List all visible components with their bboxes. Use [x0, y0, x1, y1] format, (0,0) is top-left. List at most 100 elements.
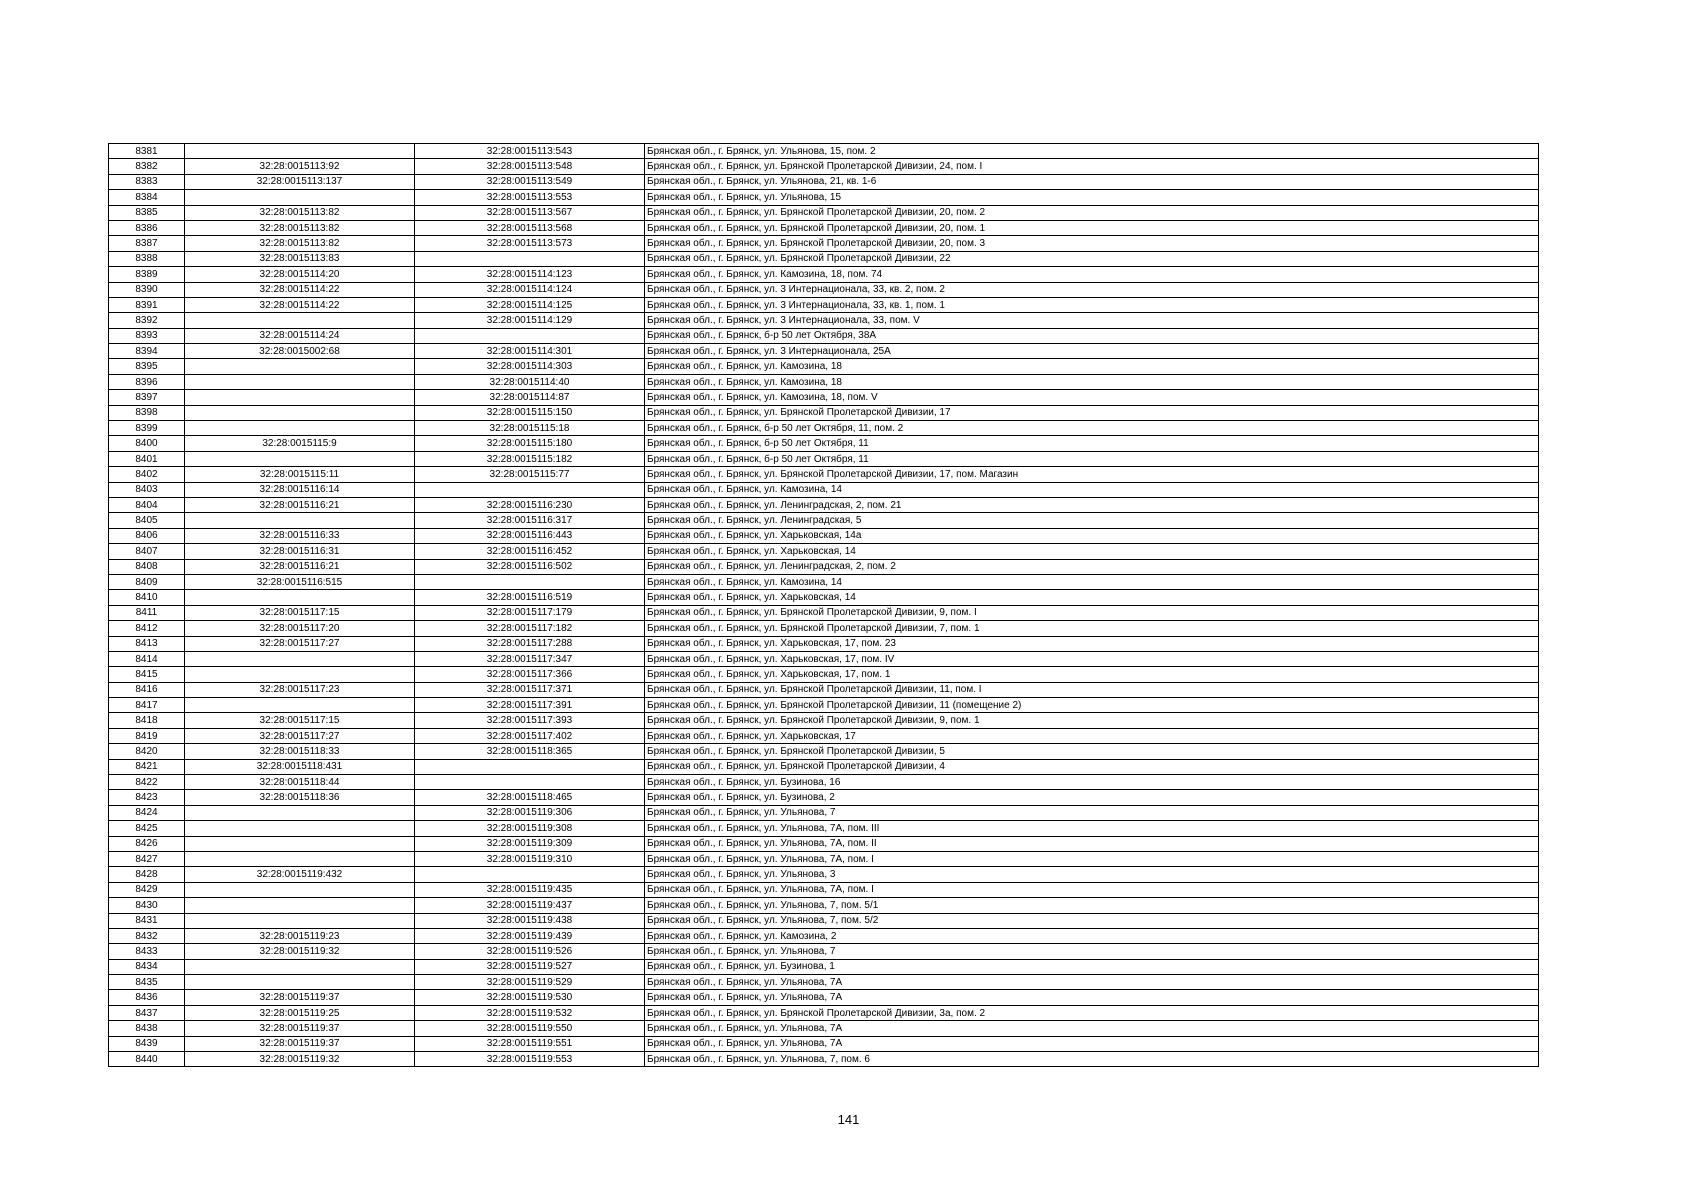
building-cadastral-number-cell	[184, 650, 415, 668]
table-row: 8430 32:28:0015119:437 Брянская обл., г. Б…	[108, 897, 1539, 914]
premises-cadastral-number-cell	[414, 866, 645, 883]
table-row: 8429 32:28:0015119:435 Брянская обл., г. Б…	[108, 881, 1539, 899]
address-cell: Брянская обл., г. Брянск, б-р 50 лет Окт…	[644, 420, 1539, 437]
premises-cadastral-number-cell: 32:28:0015113:553	[414, 189, 645, 206]
table-row: 8418 32:28:0015117:15 32:28:0015117:393 Бря…	[108, 712, 1539, 729]
table-row: 8431 32:28:0015119:438 Брянская обл., г. Б…	[108, 912, 1539, 929]
premises-cadastral-number-cell: 32:28:0015115:182	[414, 450, 645, 468]
row-number-cell: 8383	[108, 173, 185, 191]
premises-cadastral-number-cell: 32:28:0015114:129	[414, 312, 645, 329]
building-cadastral-number-cell	[184, 912, 415, 929]
address-cell: Брянская обл., г. Брянск, ул. Ульянова, …	[644, 804, 1539, 822]
table-row: 8386 32:28:0015113:82 32:28:0015113:568 Бря…	[108, 219, 1539, 237]
building-cadastral-number-cell: 32:28:0015114:20	[184, 266, 415, 283]
premises-cadastral-number-cell: 32:28:0015117:391	[414, 697, 645, 714]
premises-cadastral-number-cell: 32:28:0015119:439	[414, 927, 645, 945]
table-row: 8388 32:28:0015113:83 Брянская обл., г. Бр…	[108, 250, 1539, 268]
premises-cadastral-number-cell: 32:28:0015113:549	[414, 173, 645, 191]
building-cadastral-number-cell: 32:28:0015117:15	[184, 712, 415, 729]
table-row: 8433 32:28:0015119:32 32:28:0015119:526 Бря…	[108, 943, 1539, 960]
building-cadastral-number-cell	[184, 389, 415, 406]
address-cell: Брянская обл., г. Брянск, ул. Ленинградс…	[644, 558, 1539, 575]
building-cadastral-number-cell: 32:28:0015114:22	[184, 281, 415, 298]
table-row: 8428 32:28:0015119:432 Брянская обл., г. Б…	[108, 866, 1539, 883]
building-cadastral-number-cell: 32:28:0015119:37	[184, 1035, 415, 1053]
row-number-cell: 8406	[108, 527, 185, 545]
premises-cadastral-number-cell: 32:28:0015113:543	[414, 142, 645, 160]
address-cell: Брянская обл., г. Брянск, ул. Брянской П…	[644, 250, 1539, 268]
table-row: 8405 32:28:0015116:317 Брянская обл., г. Б…	[108, 512, 1539, 529]
premises-cadastral-number-cell	[414, 573, 645, 591]
premises-cadastral-number-cell: 32:28:0015119:550	[414, 1020, 645, 1037]
premises-cadastral-number-cell: 32:28:0015119:526	[414, 943, 645, 960]
row-number-cell: 8416	[108, 681, 185, 699]
page-number: 141	[837, 1112, 860, 1127]
premises-cadastral-number-cell: 32:28:0015117:366	[414, 666, 645, 683]
table-row: 8391 32:28:0015114:22 32:28:0015114:125 Бря…	[108, 296, 1539, 314]
row-number-cell: 8399	[108, 420, 185, 437]
address-cell: Брянская обл., г. Брянск, ул. Ульянова, …	[644, 1051, 1539, 1068]
address-cell: Брянская обл., г. Брянск, ул. Ульянова, …	[644, 835, 1539, 852]
table-row: 8412 32:28:0015117:20 32:28:0015117:182 Бря…	[108, 620, 1539, 637]
building-cadastral-number-cell	[184, 974, 415, 991]
table-row: 8425 32:28:0015119:308 Брянская обл., г. Б…	[108, 820, 1539, 837]
address-cell: Брянская обл., г. Брянск, ул. Харьковска…	[644, 589, 1539, 606]
table-row: 8426 32:28:0015119:309 Брянская обл., г. Б…	[108, 835, 1539, 852]
address-cell: Брянская обл., г. Брянск, ул. Харьковска…	[644, 635, 1539, 652]
table-row: 8406 32:28:0015116:33 32:28:0015116:443 Бря…	[108, 527, 1539, 545]
premises-cadastral-number-cell: 32:28:0015119:310	[414, 850, 645, 868]
premises-cadastral-number-cell	[414, 481, 645, 498]
address-cell: Брянская обл., г. Брянск, ул. Харьковска…	[644, 527, 1539, 545]
row-number-cell: 8435	[108, 974, 185, 991]
table-row: 8394 32:28:0015002:68 32:28:0015114:301 Бря…	[108, 343, 1539, 360]
table-row: 8438 32:28:0015119:37 32:28:0015119:550 Бря…	[108, 1020, 1539, 1037]
building-cadastral-number-cell: 32:28:0015117:23	[184, 681, 415, 699]
building-cadastral-number-cell	[184, 881, 415, 899]
table-row: 8411 32:28:0015117:15 32:28:0015117:179 Бря…	[108, 604, 1539, 622]
building-cadastral-number-cell: 32:28:0015119:25	[184, 1004, 415, 1022]
premises-cadastral-number-cell: 32:28:0015117:402	[414, 727, 645, 745]
premises-cadastral-number-cell: 32:28:0015114:87	[414, 389, 645, 406]
building-cadastral-number-cell: 32:28:0015117:20	[184, 620, 415, 637]
building-cadastral-number-cell	[184, 373, 415, 391]
premises-cadastral-number-cell: 32:28:0015116:230	[414, 496, 645, 514]
row-number-cell: 8440	[108, 1051, 185, 1068]
premises-cadastral-number-cell: 32:28:0015119:532	[414, 1004, 645, 1022]
premises-cadastral-number-cell: 32:28:0015119:309	[414, 835, 645, 852]
row-number-cell: 8390	[108, 281, 185, 298]
premises-cadastral-number-cell: 32:28:0015119:437	[414, 897, 645, 914]
address-cell: Брянская обл., г. Брянск, б-р 50 лет Окт…	[644, 327, 1539, 345]
building-cadastral-number-cell	[184, 897, 415, 914]
table-row: 8389 32:28:0015114:20 32:28:0015114:123 Бря…	[108, 266, 1539, 283]
table-row: 8397 32:28:0015114:87 Брянская обл., г. Бр…	[108, 389, 1539, 406]
premises-cadastral-number-cell: 32:28:0015116:452	[414, 543, 645, 560]
table-row: 8424 32:28:0015119:306 Брянская обл., г. Б…	[108, 804, 1539, 822]
building-cadastral-number-cell: 32:28:0015118:44	[184, 774, 415, 791]
row-number-cell: 8413	[108, 635, 185, 652]
row-number-cell: 8391	[108, 296, 185, 314]
building-cadastral-number-cell	[184, 404, 415, 422]
address-cell: Брянская обл., г. Брянск, ул. Брянской П…	[644, 235, 1539, 252]
address-cell: Брянская обл., г. Брянск, ул. Ульянова, …	[644, 866, 1539, 883]
address-cell: Брянская обл., г. Брянск, ул. Брянской П…	[644, 1004, 1539, 1022]
row-number-cell: 8427	[108, 850, 185, 868]
premises-cadastral-number-cell: 32:28:0015119:306	[414, 804, 645, 822]
premises-cadastral-number-cell	[414, 758, 645, 776]
row-number-cell: 8415	[108, 666, 185, 683]
table-row: 8390 32:28:0015114:22 32:28:0015114:124 Бря…	[108, 281, 1539, 298]
row-number-cell: 8422	[108, 774, 185, 791]
address-cell: Брянская обл., г. Брянск, ул. Ульянова, …	[644, 189, 1539, 206]
row-number-cell: 8429	[108, 881, 185, 899]
address-cell: Брянская обл., г. Брянск, ул. 3 Интернац…	[644, 343, 1539, 360]
premises-cadastral-number-cell: 32:28:0015116:519	[414, 589, 645, 606]
premises-cadastral-number-cell: 32:28:0015119:529	[414, 974, 645, 991]
address-cell: Брянская обл., г. Брянск, ул. Ульянова, …	[644, 1035, 1539, 1053]
table-row: 8381 32:28:0015113:543 Брянская обл., г. Б…	[108, 142, 1539, 160]
address-cell: Брянская обл., г. Брянск, ул. Ульянова, …	[644, 912, 1539, 929]
row-number-cell: 8414	[108, 650, 185, 668]
table-row: 8408 32:28:0015116:21 32:28:0015116:502 Бря…	[108, 558, 1539, 575]
row-number-cell: 8436	[108, 989, 185, 1006]
building-cadastral-number-cell: 32:28:0015119:23	[184, 927, 415, 945]
row-number-cell: 8426	[108, 835, 185, 852]
row-number-cell: 8389	[108, 266, 185, 283]
